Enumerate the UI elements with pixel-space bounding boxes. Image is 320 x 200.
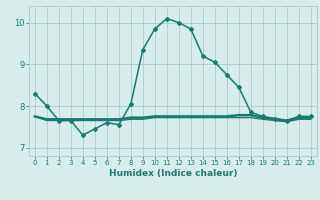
- X-axis label: Humidex (Indice chaleur): Humidex (Indice chaleur): [108, 169, 237, 178]
